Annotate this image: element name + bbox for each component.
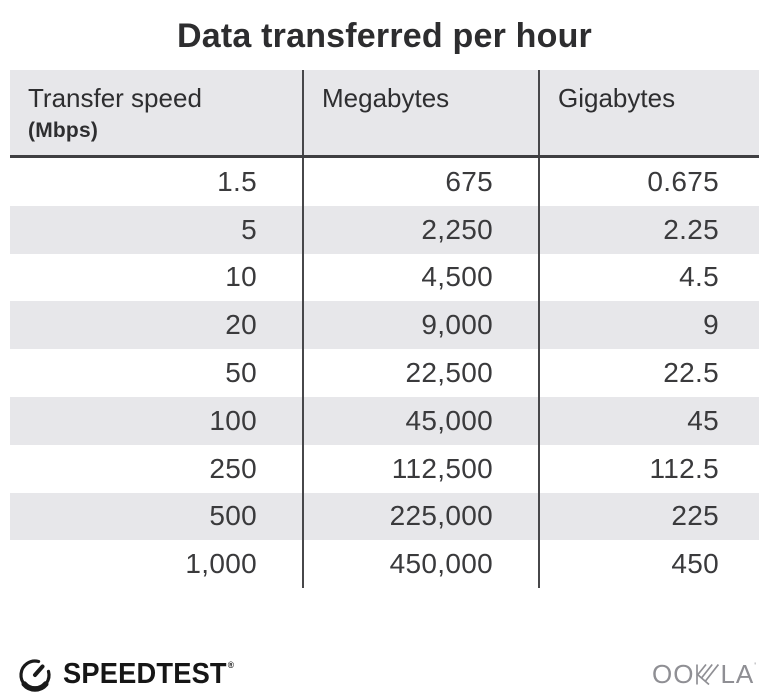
- registered-mark: ®: [227, 660, 235, 670]
- cell-gigabytes: 2.25: [538, 205, 759, 254]
- column-header-mbps-unit: (Mbps): [28, 119, 99, 143]
- cell-megabytes: 45,000: [302, 396, 538, 445]
- ookla-k-icon: [695, 661, 720, 692]
- cell-gigabytes: 22.5: [538, 349, 759, 397]
- cell-speed: 1.5: [217, 165, 257, 197]
- cell-speed: 20: [225, 309, 257, 341]
- cell-megabytes: 675: [302, 158, 538, 206]
- cell-speed: 10: [225, 261, 257, 293]
- speedtest-logo: SPEEDTEST ®: [15, 651, 245, 698]
- table-row: 250 112,500 112.5: [10, 444, 759, 493]
- cell-megabytes: 112,500: [302, 444, 538, 493]
- cell-speed: 50: [225, 357, 257, 389]
- table-row: 500 225,000 225: [10, 492, 759, 541]
- table-row: 5 2,250 2.25: [10, 205, 759, 254]
- cell-speed: 100: [209, 404, 257, 436]
- ookla-trademark: ': [754, 661, 757, 671]
- cell-megabytes: 450,000: [302, 540, 538, 589]
- page-title: Data transferred per hour: [177, 17, 592, 55]
- column-header-megabytes: Megabytes: [302, 70, 538, 155]
- cell-megabytes: 4,500: [302, 253, 538, 302]
- table-row: 50 22,500 22.5: [10, 349, 759, 397]
- column-header-transfer-speed-label: Transfer speed: [28, 83, 202, 113]
- table-row: 100 45,000 45: [10, 396, 759, 445]
- cell-speed: 250: [209, 452, 257, 484]
- cell-gigabytes: 9: [538, 301, 759, 350]
- cell-gigabytes: 45: [538, 396, 759, 445]
- table-row: 1,000 450,000 450: [10, 540, 759, 589]
- cell-gigabytes: 4.5: [538, 253, 759, 302]
- ookla-wordmark-la: LA: [720, 659, 755, 689]
- cell-speed: 500: [209, 500, 257, 532]
- column-header-transfer-speed: Transfer speed (Mbps): [10, 70, 302, 155]
- cell-gigabytes: 225: [538, 492, 759, 541]
- speedtest-wordmark-text: SPEEDTEST: [63, 658, 227, 690]
- cell-megabytes: 22,500: [302, 349, 538, 397]
- table-row: 1.5 675 0.675: [10, 158, 759, 206]
- cell-speed: 1,000: [185, 548, 257, 580]
- column-header-gigabytes: Gigabytes: [538, 70, 759, 155]
- cell-gigabytes: 0.675: [538, 158, 759, 206]
- table-body: 1.5 675 0.675 5 2,250 2.25 10 4,500 4.5 …: [10, 158, 759, 589]
- table-row: 10 4,500 4.5: [10, 253, 759, 302]
- speedtest-gauge-icon: [15, 651, 55, 698]
- speedtest-wordmark: SPEEDTEST ®: [63, 658, 234, 691]
- cell-gigabytes: 112.5: [538, 444, 759, 493]
- cell-gigabytes: 450: [538, 540, 759, 589]
- ookla-wordmark-oo: OO: [652, 659, 695, 689]
- ookla-logo: OO LA ': [652, 659, 757, 692]
- data-table: Transfer speed (Mbps) Megabytes Gigabyte…: [10, 70, 759, 589]
- cell-megabytes: 225,000: [302, 492, 538, 541]
- table-row: 20 9,000 9: [10, 301, 759, 350]
- cell-megabytes: 2,250: [302, 205, 538, 254]
- cell-megabytes: 9,000: [302, 301, 538, 350]
- table-header-row: Transfer speed (Mbps) Megabytes Gigabyte…: [10, 70, 759, 158]
- cell-speed: 5: [241, 213, 257, 245]
